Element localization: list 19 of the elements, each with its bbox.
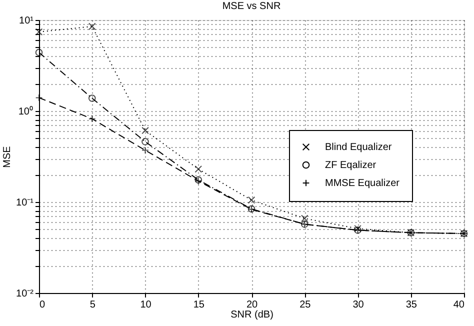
y-tick-label: 10¹ xyxy=(19,16,34,26)
x-tick-label: 15 xyxy=(193,300,205,310)
y-axis-title: MSE xyxy=(2,146,14,168)
x-tick-label: 0 xyxy=(40,300,46,310)
y-tick-label: 10⁰ xyxy=(18,106,34,118)
x-axis-title: SNR (dB) xyxy=(230,310,274,320)
x-tick-label: 35 xyxy=(406,300,418,310)
y-tick-label: 10⁻² xyxy=(16,288,34,300)
chart-title: MSE vs SNR xyxy=(222,1,281,12)
y-tick-label: 10⁻¹ xyxy=(16,198,34,208)
x-tick-label: 5 xyxy=(90,300,96,310)
x-tick-label: 20 xyxy=(246,300,258,310)
x-tick-label: 25 xyxy=(300,300,312,310)
legend-label: ZF Eqalizer xyxy=(325,160,377,171)
x-tick-label: 10 xyxy=(140,300,152,310)
legend-label: Blind Equalizer xyxy=(325,142,392,153)
x-tick-label: 40 xyxy=(453,300,465,310)
x-tick-label: 30 xyxy=(352,300,364,310)
legend-label: MMSE Equalizer xyxy=(325,178,400,189)
